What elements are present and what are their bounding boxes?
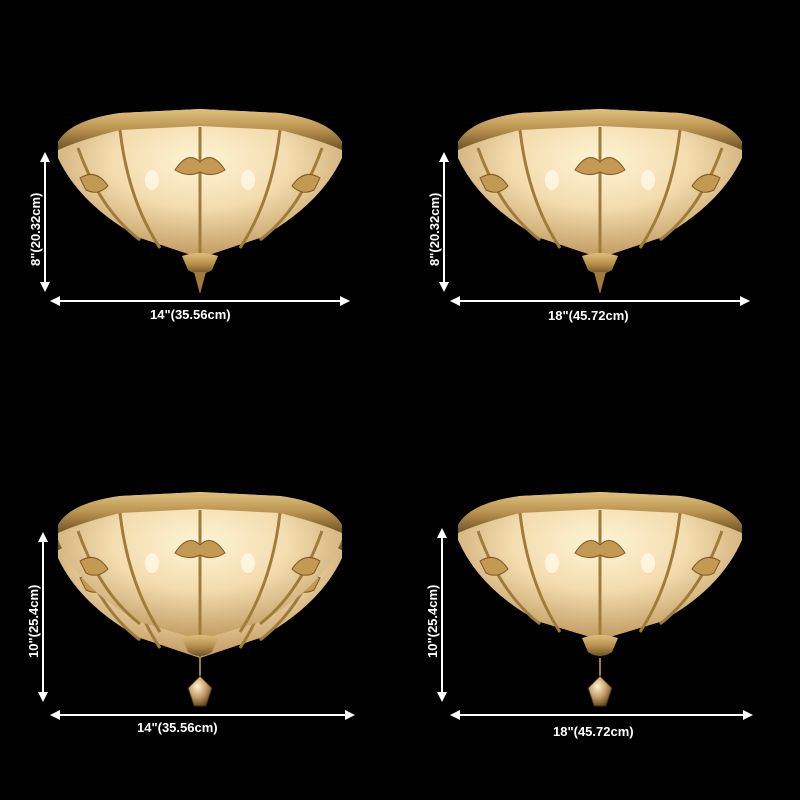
ceiling-lamp-image [38, 490, 355, 720]
width-label: 14"(35.56cm) [150, 307, 231, 322]
width-label: 18"(45.72cm) [548, 308, 629, 323]
height-label: 8"(20.32cm) [427, 192, 442, 266]
height-label: 8"(20.32cm) [28, 192, 43, 266]
height-label: 10"(25.4cm) [26, 584, 41, 658]
width-label: 14"(35.56cm) [137, 720, 218, 735]
width-label: 18"(45.72cm) [553, 724, 634, 739]
ceiling-lamp-image [439, 107, 750, 306]
variant-2: 18"(45.72cm) 8"(20.32cm) [400, 0, 800, 400]
ceiling-lamp-image [437, 490, 753, 720]
variant-4: 18"(45.72cm) 10"(25.4cm) [400, 400, 800, 800]
height-label: 10"(25.4cm) [425, 584, 440, 658]
variant-3: 14"(35.56cm) 10"(25.4cm) [0, 400, 400, 800]
variant-1: 14"(35.56cm) 8"(20.32cm) [0, 0, 400, 400]
ceiling-lamp-image [40, 107, 350, 306]
